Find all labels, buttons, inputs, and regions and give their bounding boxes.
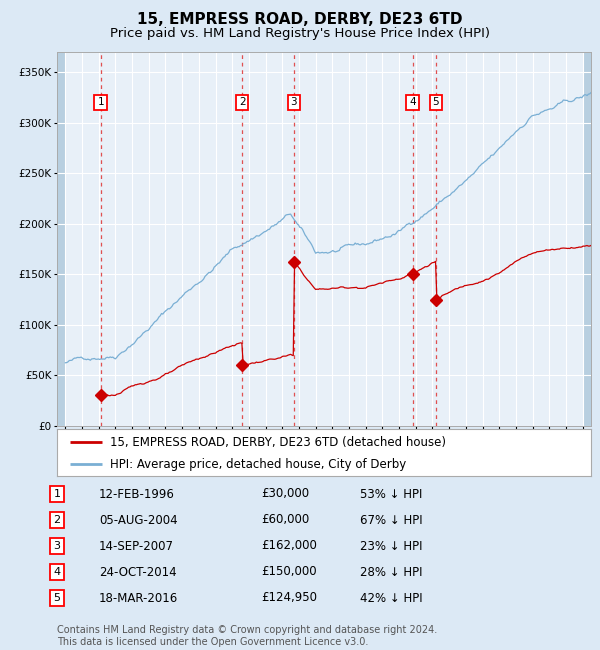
Text: 12-FEB-1996: 12-FEB-1996 <box>99 488 175 500</box>
Text: 3: 3 <box>53 541 61 551</box>
Text: £30,000: £30,000 <box>261 488 309 500</box>
Text: 53% ↓ HPI: 53% ↓ HPI <box>360 488 422 500</box>
Text: HPI: Average price, detached house, City of Derby: HPI: Average price, detached house, City… <box>110 458 407 471</box>
Text: 1: 1 <box>53 489 61 499</box>
Text: 05-AUG-2004: 05-AUG-2004 <box>99 514 178 526</box>
Text: 4: 4 <box>53 567 61 577</box>
Text: 23% ↓ HPI: 23% ↓ HPI <box>360 540 422 552</box>
Text: 18-MAR-2016: 18-MAR-2016 <box>99 592 178 604</box>
Text: 1: 1 <box>97 98 104 107</box>
Text: 42% ↓ HPI: 42% ↓ HPI <box>360 592 422 604</box>
Text: 15, EMPRESS ROAD, DERBY, DE23 6TD (detached house): 15, EMPRESS ROAD, DERBY, DE23 6TD (detac… <box>110 436 446 448</box>
Text: 5: 5 <box>433 98 439 107</box>
Text: 24-OCT-2014: 24-OCT-2014 <box>99 566 176 578</box>
Text: £150,000: £150,000 <box>261 566 317 578</box>
Text: 28% ↓ HPI: 28% ↓ HPI <box>360 566 422 578</box>
Text: 67% ↓ HPI: 67% ↓ HPI <box>360 514 422 526</box>
Text: £60,000: £60,000 <box>261 514 309 526</box>
Text: Price paid vs. HM Land Registry's House Price Index (HPI): Price paid vs. HM Land Registry's House … <box>110 27 490 40</box>
Text: Contains HM Land Registry data © Crown copyright and database right 2024.
This d: Contains HM Land Registry data © Crown c… <box>57 625 437 647</box>
Text: 2: 2 <box>53 515 61 525</box>
Text: 4: 4 <box>409 98 416 107</box>
Text: 3: 3 <box>290 98 297 107</box>
Bar <box>57 52 65 426</box>
Bar <box>583 52 591 426</box>
Text: 5: 5 <box>53 593 61 603</box>
Text: 14-SEP-2007: 14-SEP-2007 <box>99 540 174 552</box>
Text: 15, EMPRESS ROAD, DERBY, DE23 6TD: 15, EMPRESS ROAD, DERBY, DE23 6TD <box>137 12 463 27</box>
Text: £162,000: £162,000 <box>261 540 317 552</box>
Text: 2: 2 <box>239 98 245 107</box>
Text: £124,950: £124,950 <box>261 592 317 604</box>
